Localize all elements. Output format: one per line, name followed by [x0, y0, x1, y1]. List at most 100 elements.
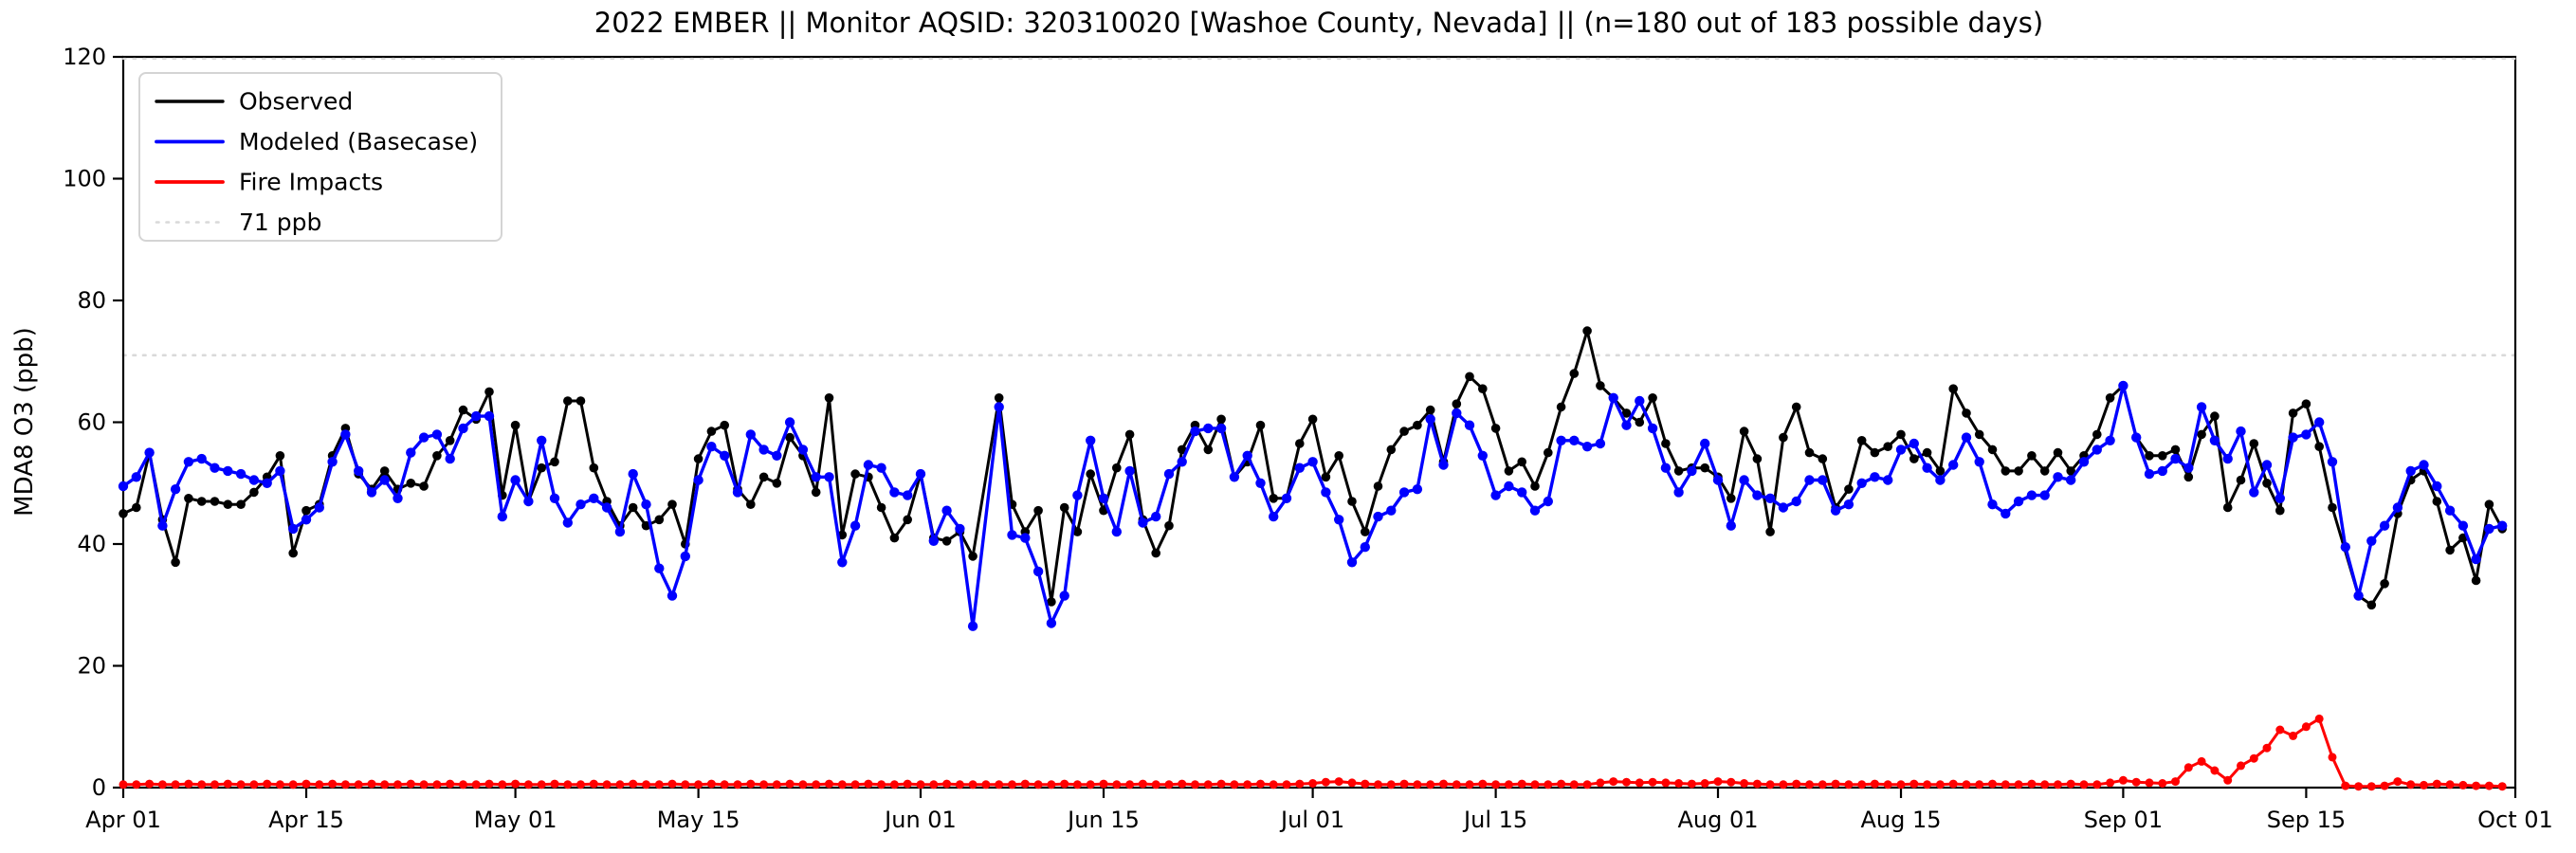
modeled-basecase-marker	[510, 475, 521, 485]
modeled-basecase-marker	[431, 429, 443, 440]
modeled-basecase-marker	[235, 468, 247, 480]
observed-marker	[1307, 414, 1318, 425]
modeled-basecase-marker	[1726, 520, 1737, 531]
fire-impacts-marker	[2380, 781, 2389, 790]
fire-impacts-marker	[759, 780, 769, 789]
fire-impacts-marker	[785, 779, 795, 789]
modeled-basecase-marker	[1281, 493, 1292, 503]
modeled-basecase-marker	[2066, 475, 2076, 485]
modeled-basecase-marker	[471, 410, 482, 422]
modeled-basecase-marker	[327, 457, 338, 467]
observed-marker	[2183, 472, 2194, 482]
fire-impacts-marker	[2472, 781, 2481, 790]
observed-marker	[2445, 545, 2455, 555]
observed-marker	[2027, 451, 2037, 461]
fire-impacts-marker	[1805, 780, 1814, 789]
modeled-basecase-marker	[1856, 478, 1867, 488]
observed-marker	[2092, 429, 2102, 440]
observed-marker	[458, 405, 468, 415]
fire-impacts-marker	[1295, 779, 1305, 789]
modeled-basecase-marker	[667, 590, 678, 601]
observed-marker	[2014, 466, 2023, 476]
modeled-basecase-marker	[1909, 438, 1920, 449]
modeled-basecase-marker	[2222, 453, 2233, 464]
modeled-basecase-marker	[2013, 496, 2024, 507]
modeled-basecase-marker	[1307, 457, 1318, 467]
modeled-basecase-marker	[1203, 423, 1214, 434]
fire-impacts-marker	[589, 779, 598, 789]
modeled-basecase-marker	[1791, 496, 1801, 507]
observed-marker	[1255, 420, 1266, 430]
fire-impacts-marker	[1256, 779, 1265, 789]
modeled-basecase-marker	[1529, 505, 1541, 516]
observed-marker	[2262, 479, 2272, 488]
fire-impacts-marker	[1243, 780, 1252, 789]
modeled-basecase-marker	[1111, 526, 1123, 537]
modeled-basecase-marker	[1086, 435, 1096, 445]
modeled-basecase-marker	[2419, 460, 2429, 470]
observed-marker	[2210, 411, 2220, 421]
fire-impacts-marker	[1151, 780, 1160, 789]
modeled-basecase-marker	[1072, 490, 1083, 500]
fire-impacts-marker	[523, 780, 533, 789]
observed-marker	[1425, 405, 1435, 415]
fire-impacts-marker	[1072, 780, 1082, 789]
observed-marker	[1909, 454, 1919, 463]
fire-impacts-marker	[955, 780, 964, 789]
x-tick-label: Jul 01	[1279, 807, 1344, 833]
observed-marker	[1726, 494, 1736, 503]
fire-impacts-marker	[2445, 780, 2455, 789]
modeled-basecase-marker	[994, 402, 1004, 412]
fire-impacts-marker	[812, 780, 821, 789]
modeled-basecase-marker	[2026, 490, 2037, 500]
fire-impacts-marker	[1008, 780, 1016, 789]
observed-marker	[1490, 424, 1501, 433]
modeled-basecase-marker	[2261, 460, 2273, 470]
modeled-basecase-marker	[301, 515, 312, 525]
observed-marker	[1661, 439, 1671, 448]
fire-impacts-marker	[1334, 777, 1343, 787]
fire-impacts-marker	[694, 780, 703, 789]
modeled-basecase-marker	[1543, 496, 1554, 507]
fire-impacts-marker	[1465, 780, 1474, 789]
modeled-basecase-marker	[1764, 493, 1776, 503]
fire-impacts-marker	[1216, 779, 1226, 789]
modeled-basecase-marker	[1987, 499, 1998, 510]
fire-impacts-marker	[2183, 763, 2193, 772]
observed-marker	[876, 502, 886, 513]
observed-marker	[2380, 579, 2389, 589]
fire-impacts-marker	[236, 780, 246, 789]
y-tick-label: 120	[63, 44, 106, 70]
modeled-basecase-marker	[706, 442, 717, 452]
observed-marker	[1517, 457, 1526, 467]
fire-impacts-marker	[2341, 781, 2350, 790]
fire-impacts-marker	[981, 780, 991, 789]
fire-impacts-marker	[1452, 780, 1461, 789]
modeled-basecase-marker	[589, 493, 599, 503]
x-tick-label: Aug 01	[1677, 807, 1758, 833]
fire-impacts-marker	[1191, 780, 1199, 789]
modeled-basecase-marker	[497, 511, 507, 522]
fire-impacts-marker	[929, 780, 939, 789]
modeled-basecase-marker	[693, 475, 703, 485]
fire-impacts-marker	[471, 780, 481, 789]
observed-marker	[589, 463, 599, 473]
modeled-basecase-marker	[732, 487, 743, 498]
fire-impacts-marker	[2249, 753, 2258, 763]
observed-marker	[1047, 597, 1056, 607]
modeled-basecase-marker	[144, 447, 155, 458]
fire-impacts-marker	[1504, 780, 1513, 789]
fire-impacts-marker	[1700, 779, 1709, 788]
modeled-basecase-marker	[1032, 566, 1044, 577]
modeled-basecase-marker	[641, 499, 651, 510]
observed-marker	[628, 502, 638, 513]
observed-marker	[1295, 439, 1305, 448]
observed-marker	[1922, 447, 1932, 458]
observed-marker	[1544, 447, 1553, 458]
y-tick-label: 100	[63, 166, 106, 192]
observed-marker	[1673, 466, 1684, 476]
x-tick-label: May 15	[657, 807, 740, 833]
modeled-basecase-marker	[1647, 423, 1658, 434]
observed-marker	[1883, 442, 1892, 452]
